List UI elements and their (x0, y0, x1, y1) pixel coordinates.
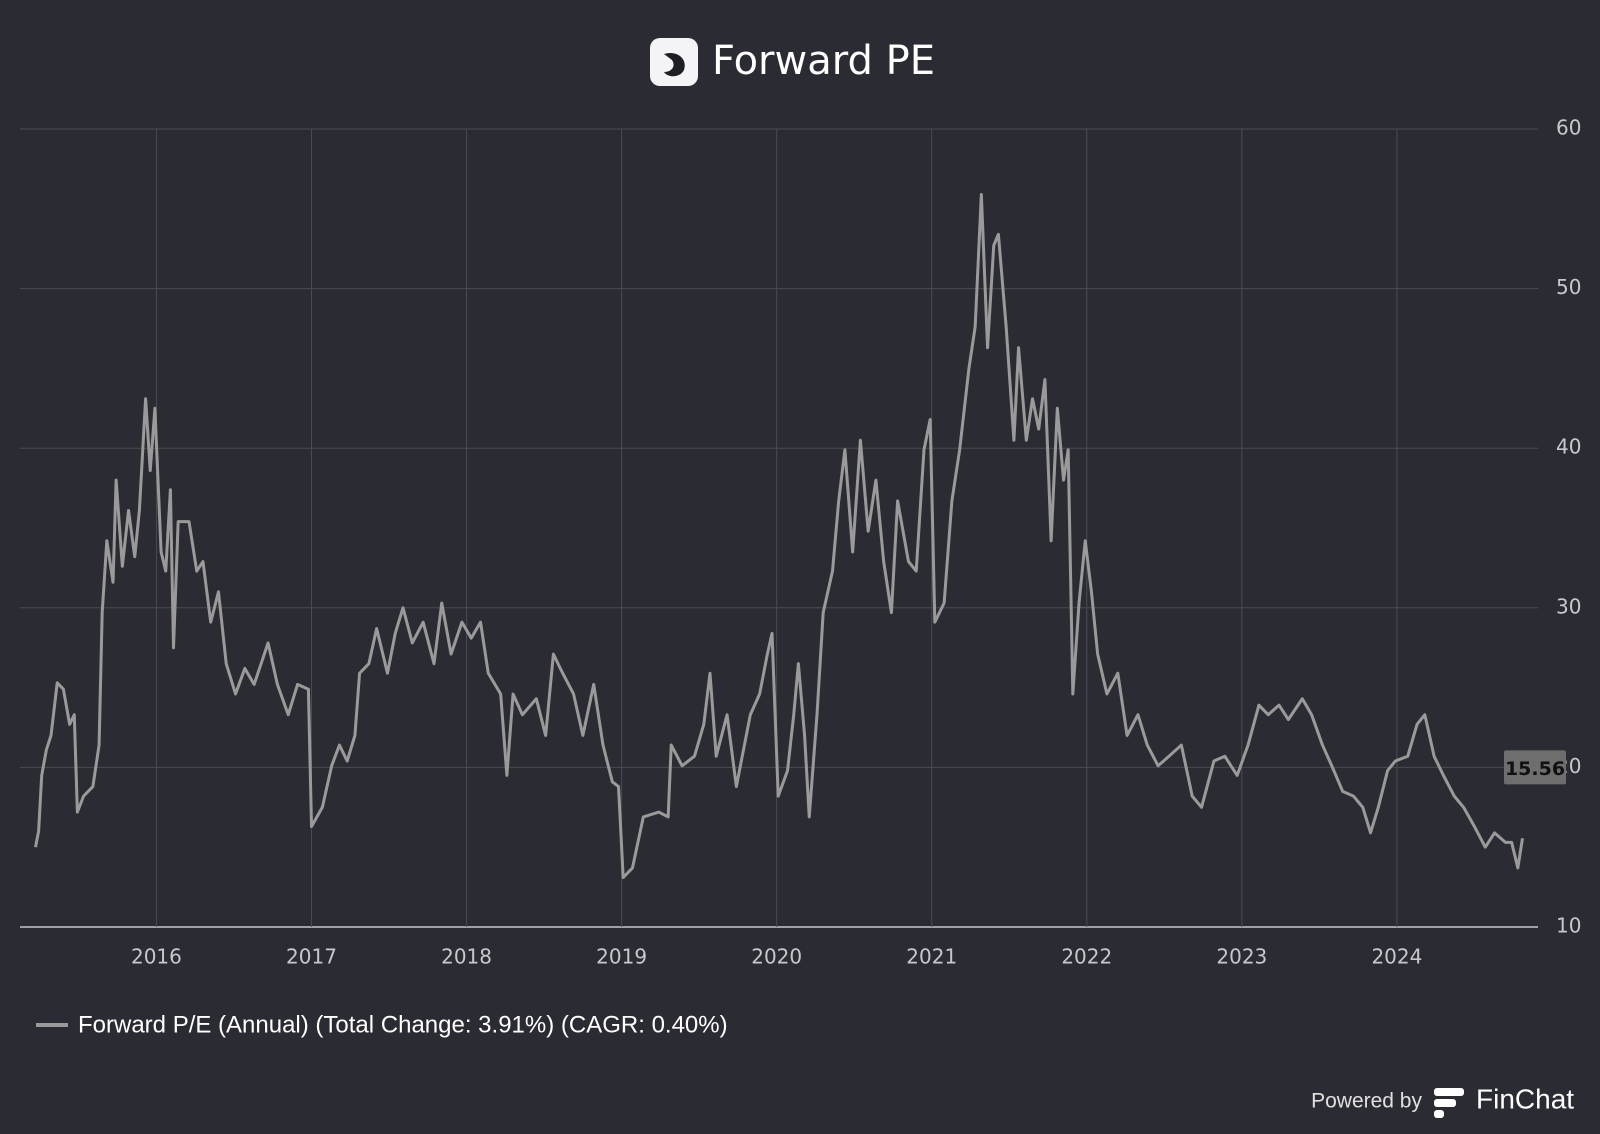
last-value-label: 15.56 (1505, 758, 1565, 780)
y-tick-label: 60 (1556, 116, 1581, 140)
x-tick-label: 2024 (1371, 945, 1422, 969)
last-value-badge (1504, 750, 1566, 785)
x-tick-label: 2016 (131, 945, 182, 969)
x-tick-label: 2018 (441, 945, 492, 969)
line (34, 192, 1524, 880)
x-tick-label: 2019 (596, 945, 647, 969)
x-tick-label: 2020 (751, 945, 802, 969)
y-tick-label: 40 (1556, 435, 1581, 459)
legend-label: Forward P/E (Annual) (Total Change: 3.91… (78, 1011, 728, 1038)
x-tick-label: 2021 (906, 945, 957, 969)
y-tick-label: 30 (1556, 594, 1581, 618)
y-tick-label: 10 (1556, 914, 1581, 938)
powered-by: Powered by (1311, 1090, 1422, 1113)
brand-name: FinChat (1476, 1083, 1574, 1114)
chart-title: Forward PE (712, 38, 935, 84)
brand-logo (1434, 1088, 1464, 1118)
x-tick-label: 2022 (1061, 945, 1112, 969)
title-icon (650, 38, 698, 86)
x-tick-label: 2017 (286, 945, 337, 969)
y-tick-label: 50 (1556, 275, 1581, 299)
x-tick-label: 2023 (1216, 945, 1267, 969)
